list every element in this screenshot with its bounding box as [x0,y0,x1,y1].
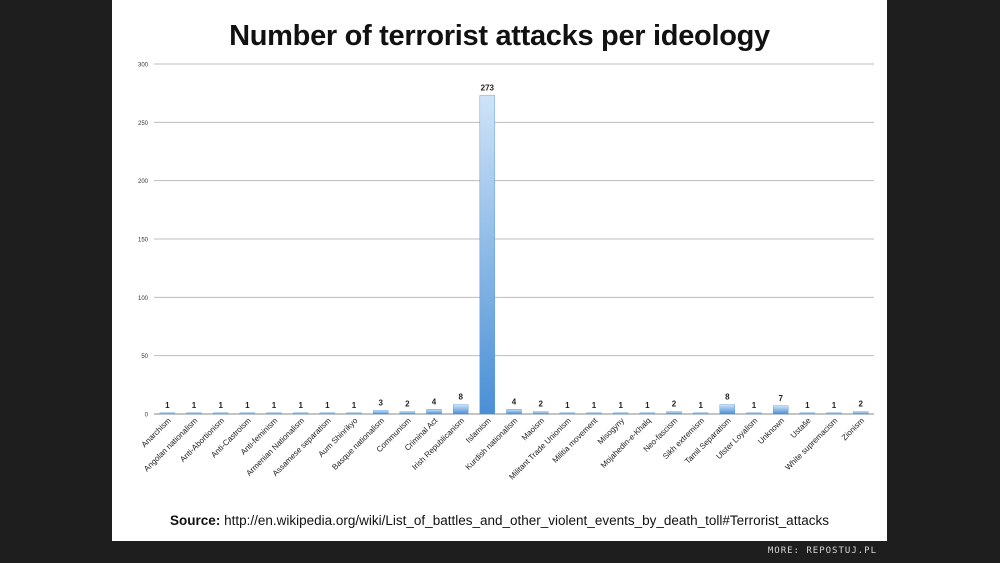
bar-value-label: 4 [512,397,517,406]
data-labels: 1 1 1 1 1 1 1 1 3 2 4 8 273 4 2 1 1 1 1 2 1 8 1 7 1 1 2 [165,84,863,410]
bar [399,411,416,415]
bar-value-label: 1 [645,401,650,410]
bar [479,95,496,415]
bar-value-label: 1 [698,401,703,410]
bar [692,412,709,415]
source-line: Source: http://en.wikipedia.org/wiki/Lis… [112,513,887,528]
bar [346,412,362,415]
bar [772,405,789,415]
bars [159,95,869,415]
bar-value-label: 2 [672,400,677,409]
y-tick-label: 200 [138,179,149,185]
bar-value-label: 1 [352,401,357,410]
y-axis-ticks: 0 50 100 150 200 250 300 [138,63,149,419]
bar [266,412,282,415]
footer-strip: MORE: REPOSTUJ.PL [112,541,887,563]
source-label: Source: [170,513,221,528]
bar-value-label: 1 [192,401,197,410]
bar-value-label: 1 [245,401,250,410]
bar [372,410,389,415]
bar [292,412,309,415]
y-tick-label: 300 [138,63,149,69]
bar-value-label: 4 [432,397,437,406]
bar-value-label: 2 [538,400,543,409]
bar [212,412,229,415]
y-tick-label: 250 [138,121,149,127]
y-tick-label: 0 [145,413,149,419]
bar-value-label: 8 [458,393,463,402]
bar [666,411,682,415]
bar [532,411,549,415]
footer-credit: MORE: REPOSTUJ.PL [767,546,877,556]
bar-value-label: 3 [378,399,383,408]
x-tick-label: Ustaše [789,416,813,440]
chart-title: Number of terrorist attacks per ideology [229,20,770,52]
y-tick-label: 150 [138,238,149,244]
bar-value-label: 1 [618,401,623,410]
x-tick-label: Unknown [756,416,786,446]
bar [746,412,762,415]
bar-value-label: 1 [165,401,170,410]
bar [612,412,629,415]
x-tick-label: Tamil Separatism [683,416,733,466]
bar [426,409,442,415]
bar [719,404,736,415]
bar [826,412,842,415]
screenshot-frame: Number of terrorist attacks per ideology… [112,0,887,563]
x-tick-label: Irish Republicanism [410,416,466,472]
bar-value-label: 2 [405,400,410,409]
bar [586,412,602,415]
bar-value-label: 1 [832,401,837,410]
bar-value-label: 1 [805,401,810,410]
bar [799,412,816,415]
bar-value-label: 7 [778,394,783,403]
x-tick-label: Mojahedin-e-Khalq [599,416,653,470]
bar-value-label: 1 [592,401,597,410]
x-tick-label: Militia movement [551,416,600,465]
chart-panel: Number of terrorist attacks per ideology… [112,0,887,541]
bar-value-label: 1 [272,401,277,410]
x-tick-label: Kurdish nationalism [464,416,520,472]
source-url: http://en.wikipedia.org/wiki/List_of_bat… [224,513,829,528]
bar [506,409,522,415]
bar [852,411,869,415]
bar [319,412,336,415]
bar-value-label: 2 [858,400,863,409]
y-tick-label: 50 [141,354,148,360]
bar [239,412,256,415]
bar-value-label: 1 [218,401,223,410]
y-tick-label: 100 [138,296,149,302]
bar [159,412,176,415]
x-tick-label: Maoism [520,416,546,442]
bar-value-label: 1 [325,401,330,410]
bar-value-label: 273 [481,84,495,93]
bar [186,412,202,415]
gridlines [154,63,874,415]
bar-value-label: 1 [752,401,757,410]
bar-value-label: 1 [565,401,570,410]
bar-value-label: 8 [725,393,730,402]
bar [559,412,576,415]
bar [639,412,656,415]
x-tick-label: Zionism [840,416,866,442]
x-tick-label: White supremacism [783,416,839,472]
bar [452,404,469,415]
bar-value-label: 1 [298,401,303,410]
